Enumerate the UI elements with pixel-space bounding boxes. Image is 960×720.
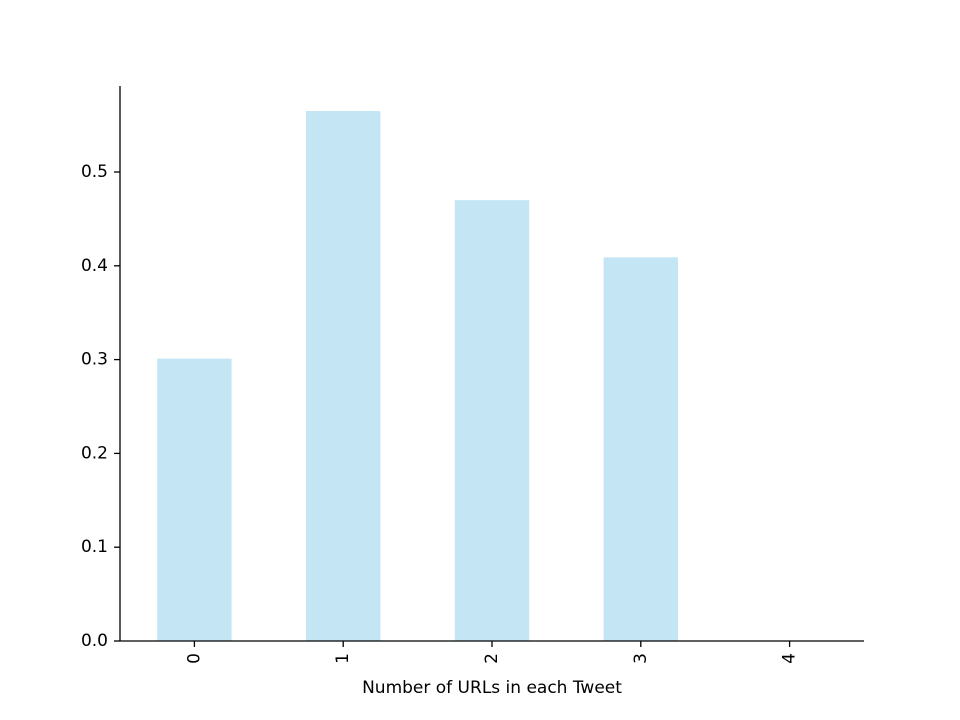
x-axis-label: Number of URLs in each Tweet [362,678,622,698]
y-tick-label: 0.4 [81,256,108,276]
x-tick-label: 3 [631,653,651,664]
bar-0 [157,358,232,641]
x-tick-label: 2 [482,653,502,664]
y-tick-label: 0.5 [81,162,108,182]
bars-group [157,111,678,642]
y-tick-label: 0.1 [81,537,108,557]
bar-1 [306,111,381,642]
y-tick-label: 0.3 [81,350,108,370]
x-tick-label: 1 [333,653,353,664]
y-tick-label: 0.0 [81,631,108,651]
x-tick-label: 0 [184,653,204,664]
x-tick-label: 4 [780,653,800,664]
y-axis-ticks: 0.0 0.1 0.2 0.3 0.4 0.5 [81,162,120,651]
bar-2 [454,200,530,641]
y-tick-label: 0.2 [81,443,108,463]
x-axis-ticks: 0 1 2 3 4 [184,641,800,664]
bar-3 [603,257,678,641]
